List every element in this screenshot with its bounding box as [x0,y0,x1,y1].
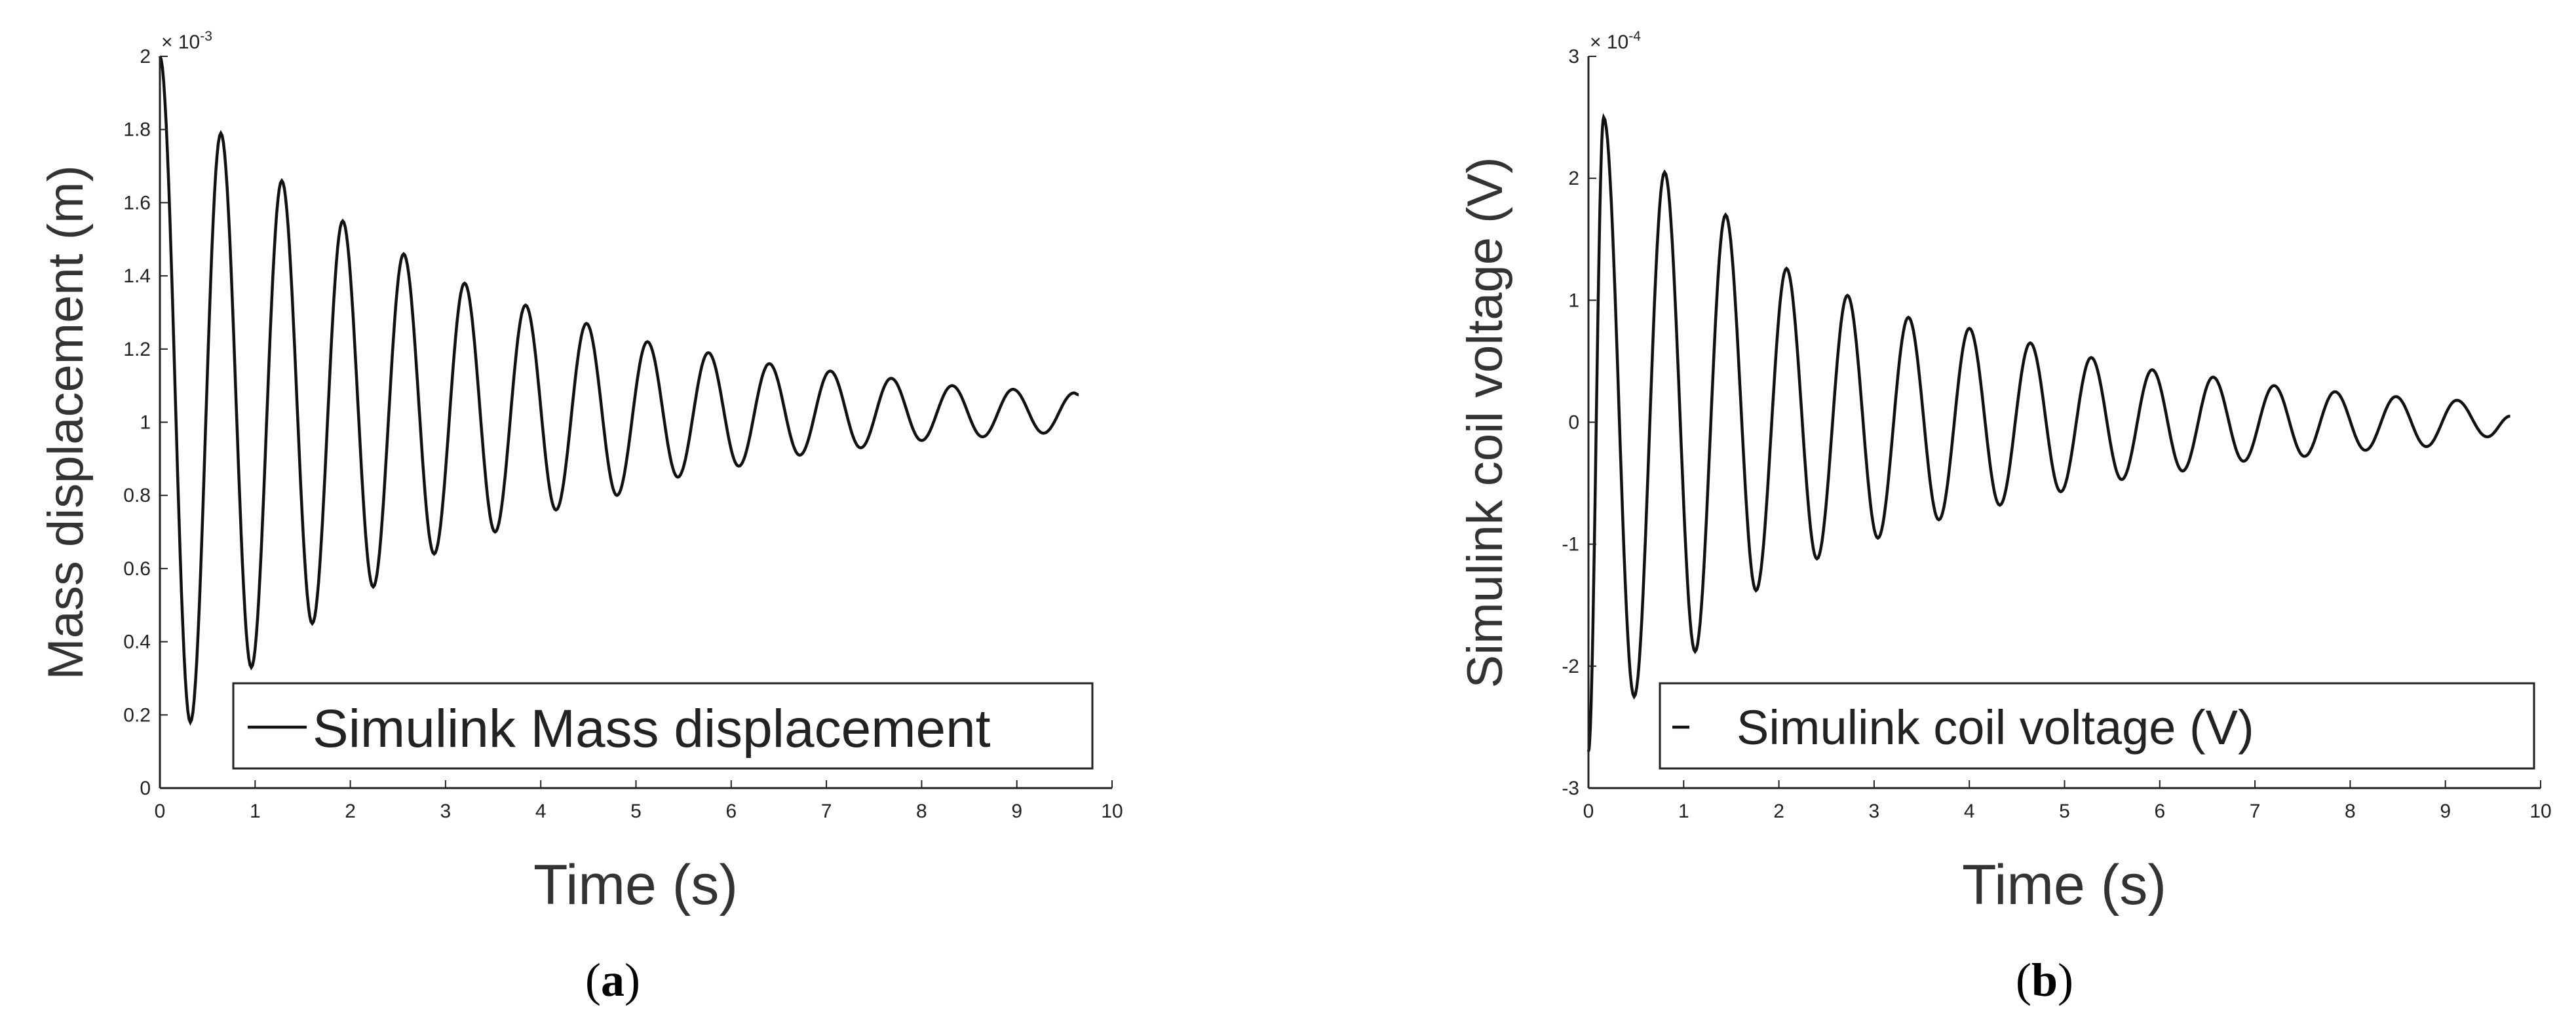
panel-a-x-tick-label: 7 [821,801,832,822]
panel-b-legend-box [1659,682,2535,770]
panel-b-x-tick-label: 8 [2345,801,2356,822]
panel-a-y-tick-label: 1.8 [123,119,151,141]
panel-a-y-axis-label: Mass displacement (m) [38,165,94,680]
panel-b-caption: (b) [2016,954,2073,1006]
panel-a-y-tick-label: 2 [140,46,151,67]
panel-a-y-tick-label: 0.8 [123,485,151,506]
panel-b-y-tick-label: 1 [1568,290,1579,311]
panel-b-chart: 0 1 2 3 4 5 6 7 8 9 10 -3 -2 -1 0 1 2 3 × 10-4 Simulink … [1457,29,2552,1006]
panel-a-y-tick-label: 1.2 [123,339,151,360]
panel-b-x-tick-label: 4 [1964,801,1975,822]
panel-b-x-tick-label: 10 [2529,801,2551,822]
panel-b-y-tick-label: 2 [1568,168,1579,189]
panel-b-x-tick-label: 7 [2250,801,2261,822]
panel-a-y-tick-label: 1.6 [123,192,151,214]
panel-b-series-line [1586,113,2510,752]
panel-a-x-tick-label: 6 [725,801,737,822]
panel-a-y-tick-label: 0.4 [123,632,151,653]
panel-a-y-tick-label: 0 [140,778,151,799]
panel-a-x-tick-label: 8 [916,801,927,822]
panel-b-y-tick-label: -2 [1562,656,1579,677]
panel-b-y-axis-label: Simulink coil voltage (V) [1457,157,1513,689]
panel-b-x-tick-label: 0 [1583,801,1594,822]
panel-a-x-tick-label: 3 [440,801,452,822]
panel-a-x-tick-label: 2 [345,801,356,822]
panel-a-x-tick-label: 1 [250,801,261,822]
panel-b-y-tick-label: 0 [1568,412,1579,434]
panel-a-x-tick-label: 4 [535,801,547,822]
panel-a-x-tick-label: 0 [155,801,166,822]
panel-a-legend-label: Simulink Mass displacement [313,699,991,759]
panel-b-legend: Simulink coil voltage (V) [1659,682,2535,770]
panel-b-exponent-label: × 10-4 [1590,29,1641,53]
panel-b-x-tick-label: 6 [2154,801,2165,822]
panel-b-y-tick-label: -3 [1562,778,1579,799]
panel-b-x-tick-label: 2 [1773,801,1784,822]
panel-b-x-tick-label: 5 [2059,801,2070,822]
panel-a-x-tick-label: 5 [630,801,642,822]
panel-a-y-tick-label: 0.6 [123,558,151,580]
panel-b-x-tick-label: 9 [2440,801,2451,822]
panel-b-y-tick-label: 3 [1568,46,1579,67]
panel-a-x-tick-label: 9 [1011,801,1022,822]
panel-a-y-tick-label: 1 [140,412,151,434]
panel-a-exponent-label: × 10-3 [161,29,212,53]
panel-b-y-tick-label: -1 [1562,534,1579,556]
panel-a-chart: 0 1 2 3 4 5 6 7 8 9 10 0 0.2 0.4 0.6 0.8 1 1.2 1.4 1.6 1.8 2… [38,29,1123,1006]
panel-a-x-axis-label: Time (s) [533,854,738,916]
panel-a-y-tick-label: 0.2 [123,704,151,726]
panel-a-legend-box [232,682,1094,770]
panel-a-caption: (a) [585,954,640,1006]
panel-b-x-axis-label: Time (s) [1962,854,2166,916]
panel-a-legend: Simulink Mass displacement [232,682,1094,770]
panel-b-x-tick-label: 1 [1678,801,1689,822]
panel-a-y-tick-label: 1.4 [123,265,151,287]
panel-a-x-tick-label: 10 [1101,801,1123,822]
panel-a-series-line [158,56,1079,726]
panel-b-x-tick-label: 3 [1869,801,1880,822]
panel-b-legend-label: Simulink coil voltage (V) [1737,700,2254,755]
